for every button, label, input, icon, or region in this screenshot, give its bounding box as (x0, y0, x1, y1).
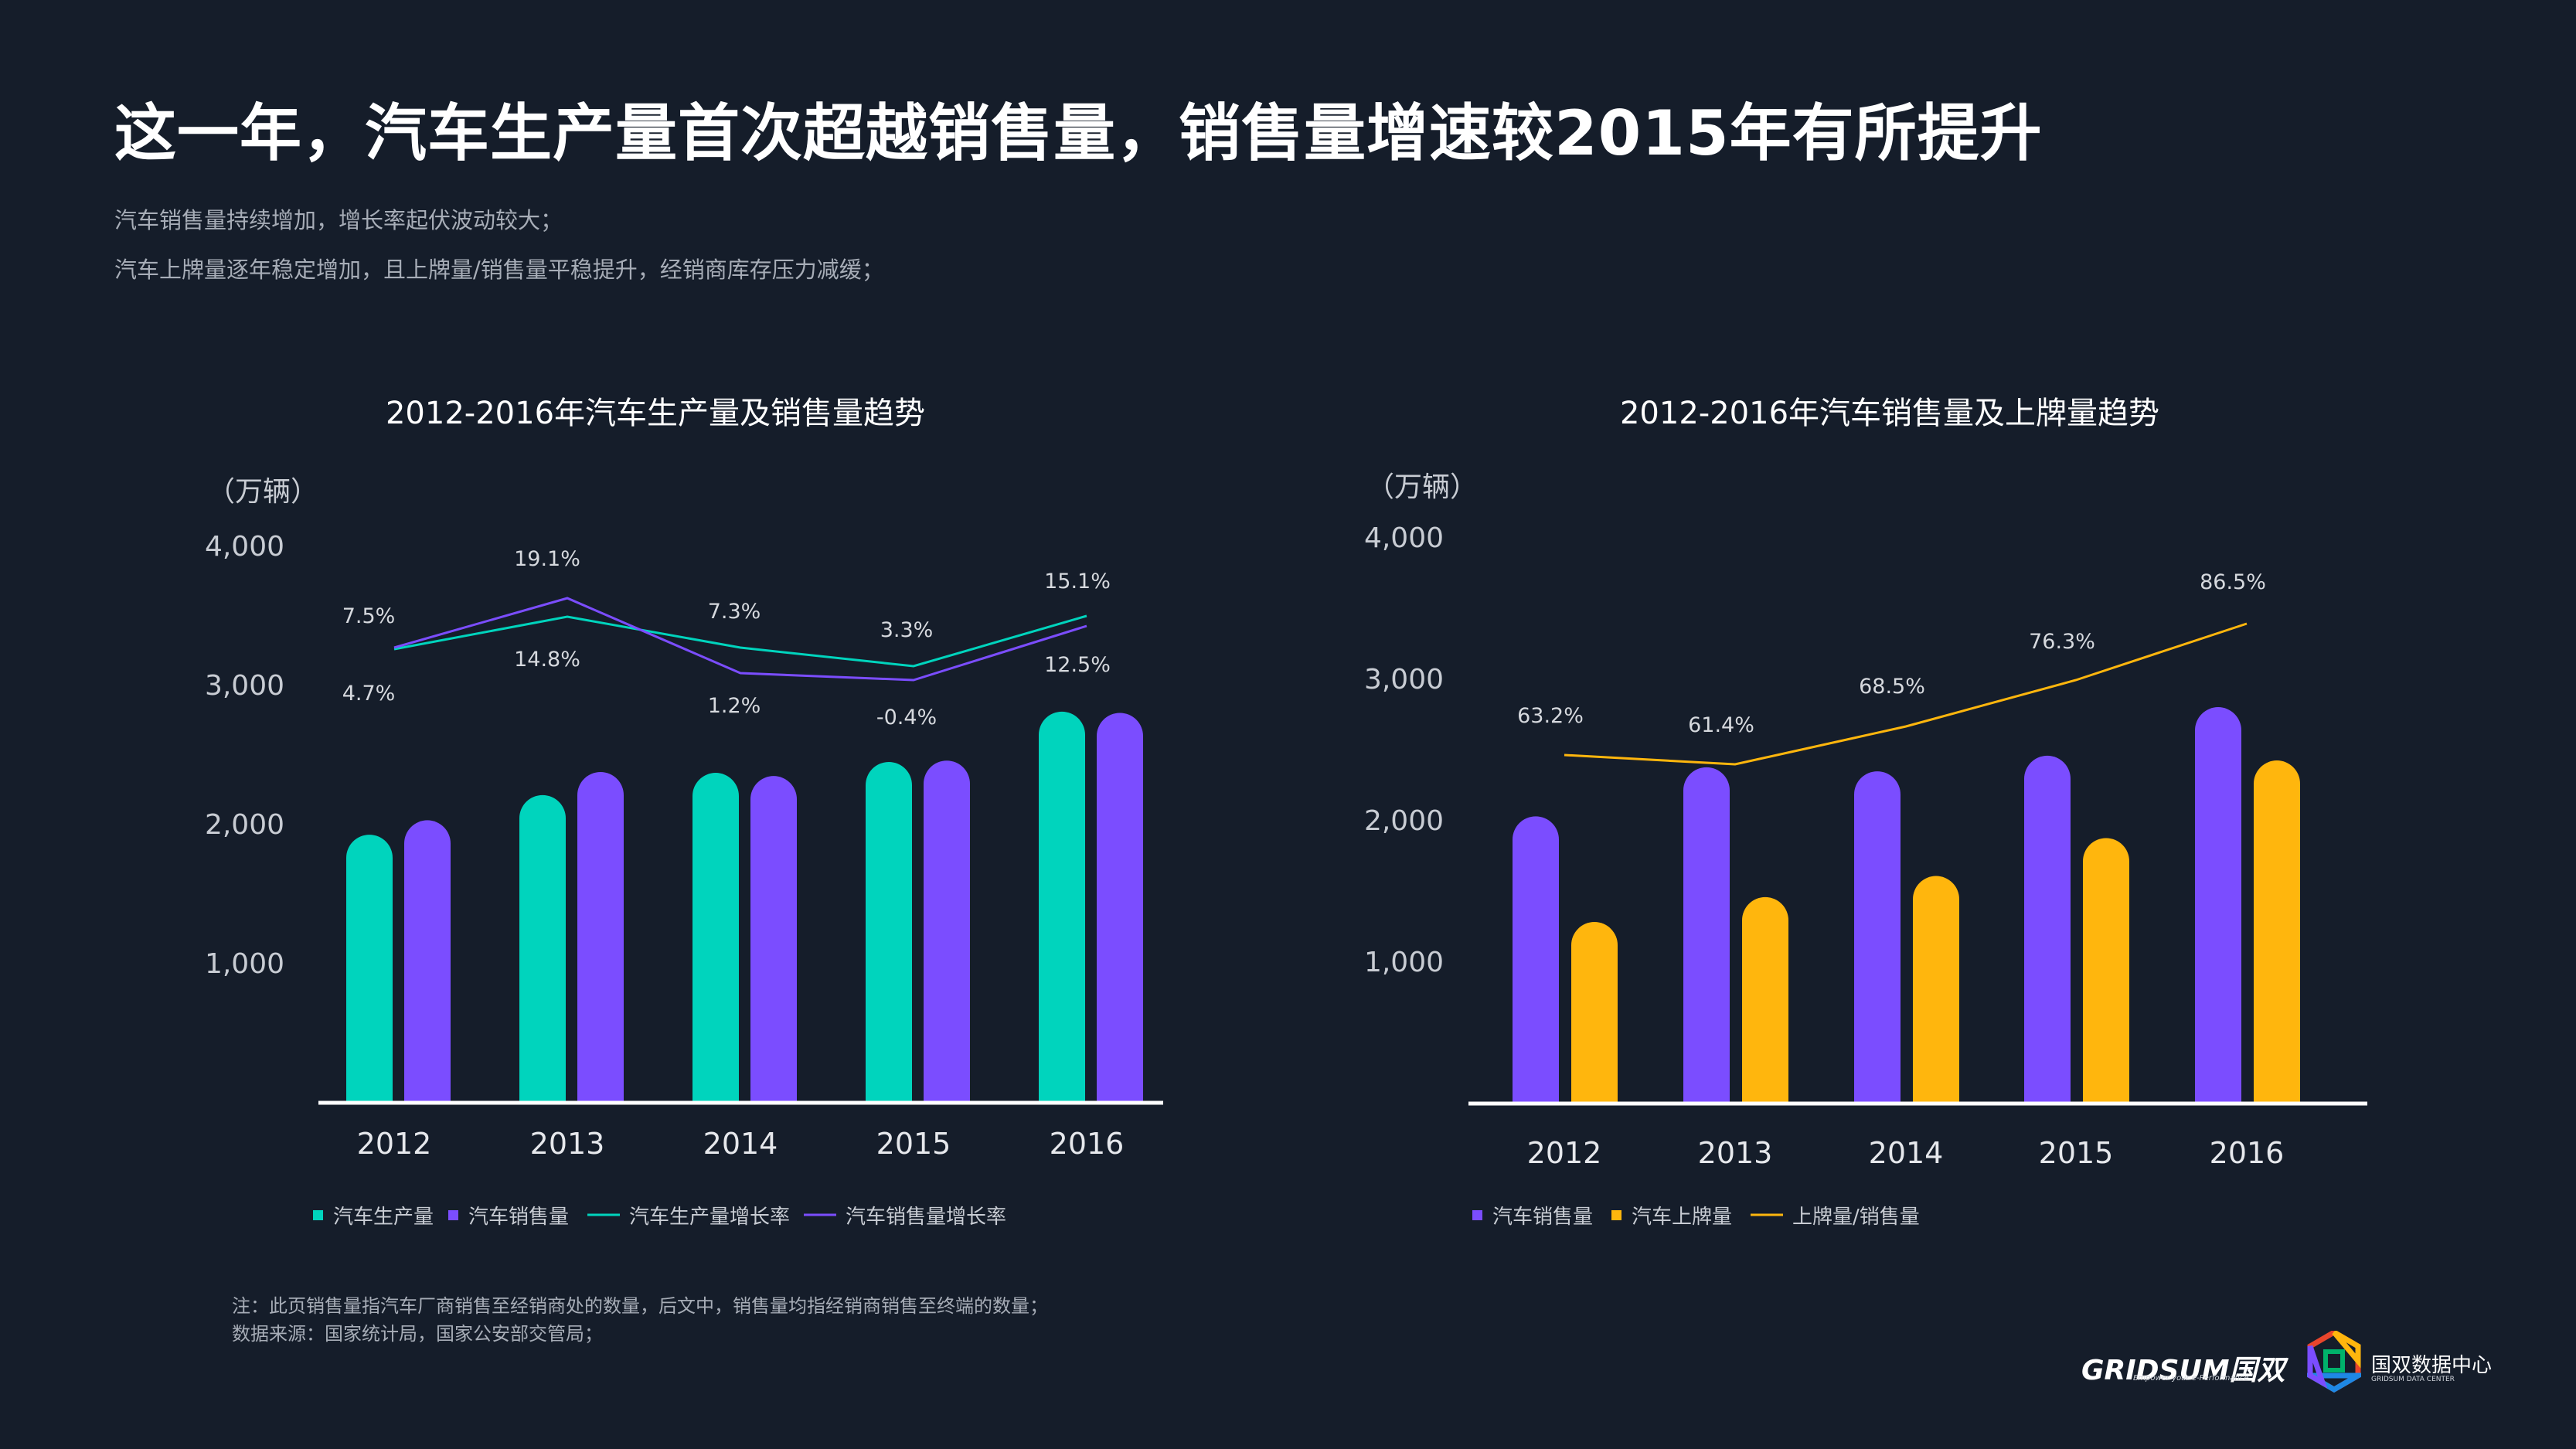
chart1-bar-a (1039, 711, 1085, 1103)
chart2-line-1-label: 86.5% (2200, 570, 2266, 594)
chart1-line-2-label: 1.2% (708, 694, 761, 718)
chart1-legend-label: 汽车生产量 (333, 1206, 434, 1229)
chart2-ytick-label: 2,000 (1364, 805, 1444, 837)
chart1-title: 2012-2016年汽车生产量及销售量趋势 (385, 396, 926, 431)
chart2-bar-a (2195, 707, 2241, 1104)
chart1-category-label: 2016 (1050, 1127, 1125, 1161)
chart2-category-label: 2016 (2210, 1136, 2285, 1170)
chart2-bar-b (2254, 760, 2300, 1104)
chart1-line-2-label: -0.4% (876, 706, 937, 730)
chart1-unit-label: （万辆） (207, 476, 318, 508)
chart1-category-label: 2015 (876, 1127, 951, 1161)
chart1-ytick-label: 1,000 (205, 948, 284, 980)
chart2-bar-b (1571, 922, 1618, 1104)
chart2-legend-swatch (1611, 1210, 1621, 1220)
chart1-line-1-label: 3.3% (880, 618, 934, 642)
chart2-category-label: 2014 (1869, 1136, 1944, 1170)
chart2-bar-a (2024, 755, 2071, 1104)
chart2-title: 2012-2016年汽车销售量及上牌量趋势 (1619, 396, 2160, 431)
chart2-category-label: 2013 (1698, 1136, 1773, 1170)
data-center-logo-tagline: GRIDSUM DATA CENTER (2371, 1376, 2455, 1383)
chart1-line-2-label: 7.5% (342, 604, 396, 628)
chart2-bar-b (2083, 838, 2129, 1104)
chart1-bar-a (692, 773, 739, 1103)
chart2-legend-label: 汽车上牌量 (1632, 1206, 1732, 1229)
footnote-source: 数据来源：国家统计局，国家公安部交管局； (232, 1323, 603, 1345)
chart2-line-1-label: 76.3% (2029, 630, 2095, 654)
chart1-bar-b (1097, 713, 1143, 1103)
chart2-legend-swatch (1472, 1210, 1482, 1220)
chart1-ytick-label: 3,000 (205, 670, 284, 702)
chart1-line-2-label: 12.5% (1044, 653, 1111, 677)
chart1-bar-a (866, 762, 912, 1103)
chart1-bar-b (577, 771, 624, 1103)
chart1-legend-label: 汽车生产量增长率 (629, 1206, 790, 1229)
chart1-bar-a (519, 794, 566, 1103)
chart1-line-1-label: 15.1% (1044, 570, 1111, 594)
chart2-bar-a (1683, 767, 1730, 1104)
chart1-line-1-label: 7.3% (708, 600, 761, 624)
chart1-ytick-label: 4,000 (205, 531, 284, 563)
chart2-legend-label: 汽车销售量 (1492, 1206, 1593, 1229)
chart1-category-label: 2014 (703, 1127, 778, 1161)
gridsum-logo-tagline: Empower your e-Performance (2133, 1374, 2249, 1383)
chart1-category-label: 2012 (357, 1127, 432, 1161)
chart2-unit-label: （万辆） (1366, 471, 1478, 503)
data-center-logo-icon (2307, 1331, 2361, 1393)
data-center-logo-text: 国双数据中心 (2371, 1354, 2493, 1377)
footnote-definition: 注：此页销售量指汽车厂商销售至经销商处的数量，后文中，销售量均指经销商销售至终端… (232, 1295, 1048, 1317)
chart1-bar-b (924, 760, 970, 1103)
chart1-ytick-label: 2,000 (205, 809, 284, 841)
chart1-bar-a (346, 835, 393, 1103)
chart1-bar-b (750, 776, 797, 1103)
subtitle-registration-trend: 汽车上牌量逐年稳定增加，且上牌量/销售量平稳提升，经销商库存压力减缓； (114, 257, 884, 283)
chart2-ytick-label: 3,000 (1364, 664, 1444, 696)
chart2-line-1-label: 63.2% (1517, 704, 1584, 728)
page-title: 这一年，汽车生产量首次超越销售量，销售量增速较2015年有所提升 (114, 97, 2043, 169)
chart2-bar-b (1742, 896, 1788, 1104)
chart2-category-label: 2012 (1527, 1136, 1602, 1170)
chart1-line-1 (393, 614, 1087, 668)
chart2-line-1-label: 68.5% (1859, 675, 1925, 699)
chart1-category-label: 2013 (530, 1127, 605, 1161)
chart1-legend-label: 汽车销售量 (468, 1206, 569, 1229)
chart2-bar-b (1913, 876, 1959, 1104)
chart2-ytick-label: 1,000 (1364, 947, 1444, 978)
chart1-line-2-label: 19.1% (514, 547, 580, 571)
chart1-bar-b (404, 820, 451, 1103)
chart2-bar-a (1854, 771, 1901, 1104)
chart1-line-1-label: 4.7% (342, 682, 396, 706)
subtitle-sales-trend: 汽车销售量持续增加，增长率起伏波动较大； (114, 207, 563, 233)
chart1-legend-swatch (313, 1210, 323, 1220)
chart1-legend-label: 汽车销售量增长率 (846, 1206, 1006, 1229)
chart2-line-1 (1564, 622, 2248, 766)
chart2-category-label: 2015 (2039, 1136, 2114, 1170)
chart1-legend-swatch (448, 1210, 458, 1220)
chart2-line-1-label: 61.4% (1688, 713, 1754, 737)
chart2-ytick-label: 4,000 (1364, 522, 1444, 554)
chart1-line-2 (393, 597, 1087, 682)
chart2-bar-a (1513, 816, 1559, 1104)
chart1-line-1-label: 14.8% (514, 648, 580, 672)
chart2-legend-label: 上牌量/销售量 (1792, 1206, 1920, 1229)
gridsum-logo: GRIDSUM国双 (2081, 1355, 2285, 1386)
